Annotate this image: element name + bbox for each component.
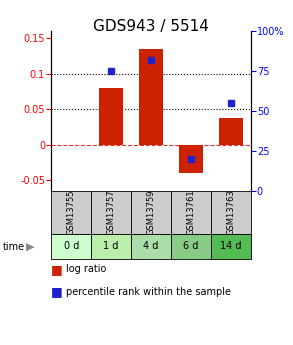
Bar — [91, 234, 131, 259]
Bar — [211, 191, 251, 234]
Bar — [171, 191, 211, 234]
Bar — [91, 191, 131, 234]
Text: log ratio: log ratio — [66, 264, 106, 274]
Text: GSM13761: GSM13761 — [186, 190, 195, 235]
Bar — [219, 118, 243, 145]
Text: 0 d: 0 d — [64, 241, 79, 251]
Text: GSM13755: GSM13755 — [67, 190, 76, 235]
Bar — [179, 145, 203, 173]
Bar — [51, 234, 91, 259]
Text: time: time — [3, 242, 25, 252]
Text: 6 d: 6 d — [183, 241, 198, 251]
Text: 1 d: 1 d — [103, 241, 119, 251]
Text: 4 d: 4 d — [143, 241, 159, 251]
Text: GSM13757: GSM13757 — [107, 190, 115, 235]
Text: ■: ■ — [51, 263, 63, 276]
Text: GDS943 / 5514: GDS943 / 5514 — [93, 19, 209, 34]
Text: GSM13763: GSM13763 — [226, 190, 235, 235]
Bar — [51, 191, 91, 234]
Bar — [171, 234, 211, 259]
Bar — [211, 234, 251, 259]
Text: percentile rank within the sample: percentile rank within the sample — [66, 287, 231, 296]
Text: GSM13759: GSM13759 — [146, 190, 155, 235]
Bar — [131, 191, 171, 234]
Bar — [139, 49, 163, 145]
Text: ▶: ▶ — [26, 242, 35, 252]
Text: 14 d: 14 d — [220, 241, 241, 251]
Bar — [99, 88, 123, 145]
Text: ■: ■ — [51, 285, 63, 298]
Bar — [131, 234, 171, 259]
